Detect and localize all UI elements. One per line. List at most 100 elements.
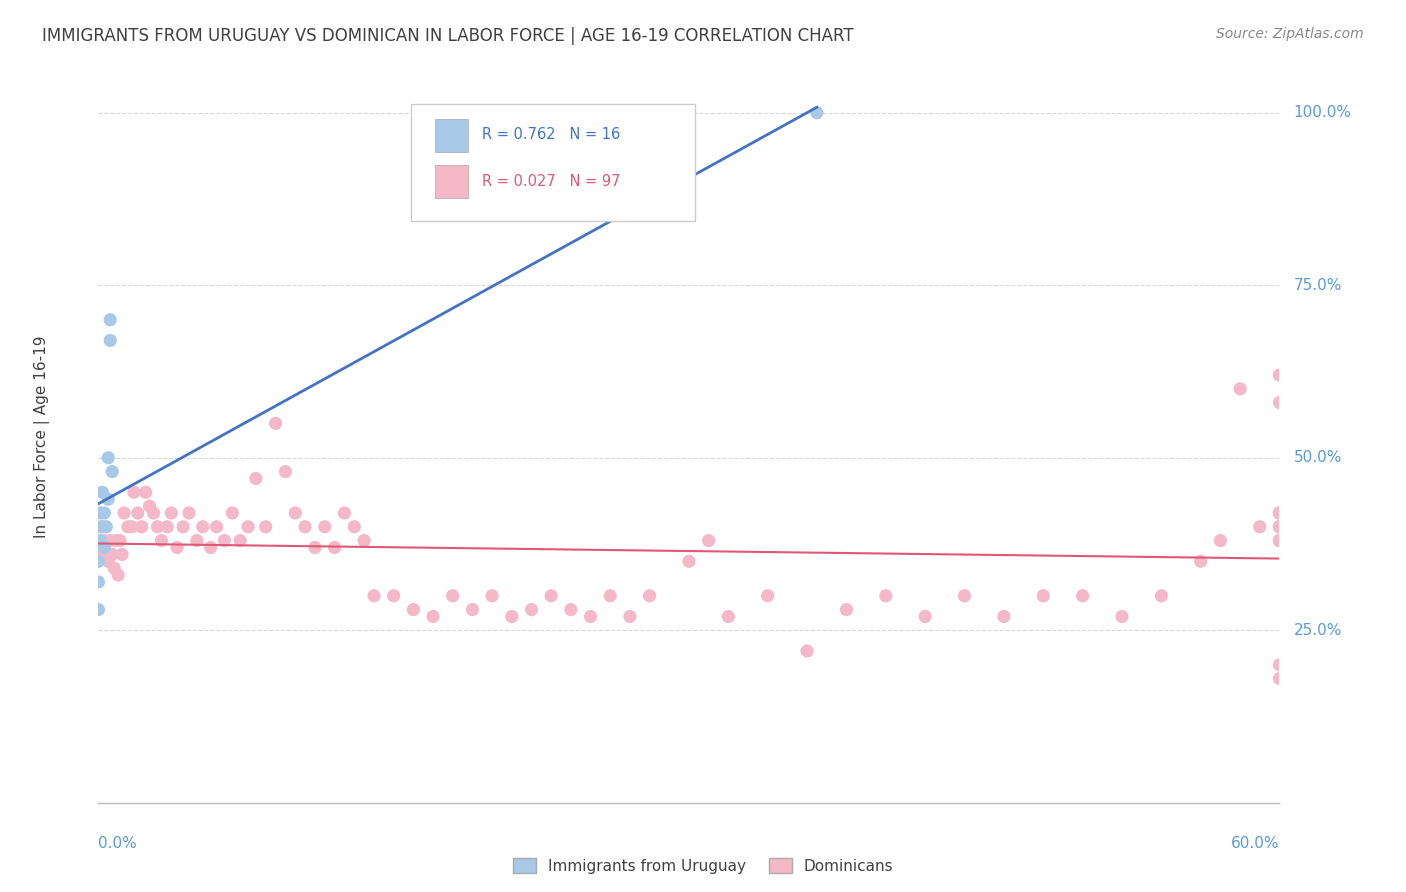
Point <box>200 541 222 555</box>
Point <box>382 589 405 603</box>
Point <box>105 533 128 548</box>
Point <box>678 554 700 568</box>
Point <box>304 541 326 555</box>
Point <box>131 520 153 534</box>
Point <box>254 520 277 534</box>
Point <box>1268 533 1291 548</box>
Point <box>87 533 110 548</box>
Legend: Immigrants from Uruguay, Dominicans: Immigrants from Uruguay, Dominicans <box>506 852 900 880</box>
Point <box>89 520 111 534</box>
Point <box>98 334 121 348</box>
Point <box>599 589 621 603</box>
Text: R = 0.027   N = 97: R = 0.027 N = 97 <box>482 174 621 188</box>
Point <box>1268 506 1291 520</box>
Point <box>96 520 118 534</box>
FancyBboxPatch shape <box>412 104 695 221</box>
Point <box>1111 609 1133 624</box>
FancyBboxPatch shape <box>434 165 468 198</box>
Point <box>205 520 228 534</box>
Point <box>87 602 110 616</box>
Point <box>1249 520 1271 534</box>
Point <box>343 520 366 534</box>
Point <box>540 589 562 603</box>
Point <box>314 520 336 534</box>
Point <box>422 609 444 624</box>
Point <box>117 520 139 534</box>
Text: In Labor Force | Age 16-19: In Labor Force | Age 16-19 <box>34 335 49 539</box>
Point <box>796 644 818 658</box>
Point <box>638 589 661 603</box>
Point <box>1268 657 1291 672</box>
Point <box>294 520 316 534</box>
Point <box>108 533 131 548</box>
Point <box>501 609 523 624</box>
Point <box>461 602 484 616</box>
Point <box>520 602 543 616</box>
Point <box>914 609 936 624</box>
Point <box>323 541 346 555</box>
Text: R = 0.762   N = 16: R = 0.762 N = 16 <box>482 128 620 143</box>
Point <box>1268 520 1291 534</box>
Point <box>1209 533 1232 548</box>
Point <box>1268 506 1291 520</box>
Point <box>91 485 114 500</box>
Text: 75.0%: 75.0% <box>1294 277 1341 293</box>
Point <box>111 548 134 562</box>
Point <box>236 520 259 534</box>
Point <box>619 609 641 624</box>
Point <box>1032 589 1054 603</box>
Point <box>87 554 110 568</box>
Point <box>142 506 165 520</box>
Point <box>264 417 287 431</box>
Point <box>93 506 115 520</box>
Point <box>214 533 236 548</box>
Point <box>1268 533 1291 548</box>
Point <box>579 609 602 624</box>
Point <box>91 548 114 562</box>
Point <box>1229 382 1251 396</box>
Point <box>127 506 149 520</box>
Point <box>835 602 858 616</box>
Text: 0.0%: 0.0% <box>98 836 138 851</box>
Point <box>1268 395 1291 409</box>
Point <box>191 520 214 534</box>
Point <box>402 602 425 616</box>
Point <box>993 609 1015 624</box>
Point <box>177 506 200 520</box>
Point <box>166 541 188 555</box>
Point <box>1268 520 1291 534</box>
Point <box>107 568 129 582</box>
Point <box>717 609 740 624</box>
Point <box>363 589 385 603</box>
Point <box>186 533 208 548</box>
Point <box>221 506 243 520</box>
Point <box>96 548 118 562</box>
Point <box>97 554 120 568</box>
Point <box>1268 506 1291 520</box>
Point <box>91 520 114 534</box>
Text: 100.0%: 100.0% <box>1294 105 1351 120</box>
Point <box>806 105 828 120</box>
Point <box>98 533 121 548</box>
Point <box>1268 533 1291 548</box>
Point <box>284 506 307 520</box>
Point <box>160 506 183 520</box>
Point <box>1189 554 1212 568</box>
Point <box>150 533 173 548</box>
Point <box>441 589 464 603</box>
Text: 50.0%: 50.0% <box>1294 450 1341 466</box>
Point <box>97 450 120 465</box>
Point <box>121 520 143 534</box>
Point <box>560 602 582 616</box>
Point <box>875 589 897 603</box>
Point <box>1268 533 1291 548</box>
Point <box>135 485 157 500</box>
Point <box>697 533 720 548</box>
Point <box>1268 368 1291 382</box>
Point <box>93 533 115 548</box>
Point <box>101 465 124 479</box>
Point <box>229 533 252 548</box>
Point <box>1268 520 1291 534</box>
Point <box>756 589 779 603</box>
Point <box>156 520 179 534</box>
